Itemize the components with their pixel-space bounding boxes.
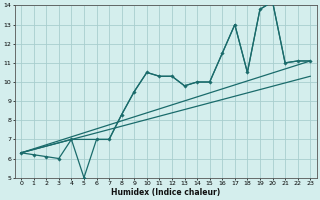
X-axis label: Humidex (Indice chaleur): Humidex (Indice chaleur) [111,188,220,197]
